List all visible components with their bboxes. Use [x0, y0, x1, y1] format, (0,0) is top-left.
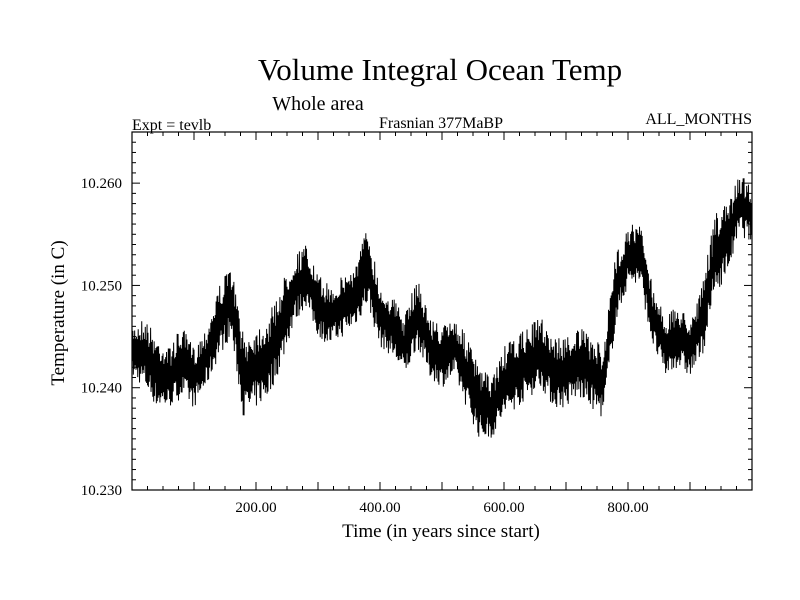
y-tick-label: 10.230 — [81, 483, 122, 499]
x-tick-label: 800.00 — [607, 500, 648, 516]
series-line-0 — [131, 178, 753, 438]
y-tick-label: 10.250 — [81, 278, 122, 294]
x-tick-label: 400.00 — [359, 500, 400, 516]
x-tick-label: 200.00 — [235, 500, 276, 516]
y-tick-label: 10.240 — [81, 381, 122, 397]
experiment-label: Expt = tevlb — [132, 117, 211, 134]
x-tick-label: 600.00 — [483, 500, 524, 516]
x-axis-label: Time (in years since start) — [342, 521, 540, 542]
months-label: ALL_MONTHS — [645, 111, 752, 128]
period-label: Frasnian 377MaBP — [379, 115, 503, 132]
y-axis-label: Temperature (in C) — [48, 240, 69, 385]
chart-title: Volume Integral Ocean Temp — [258, 52, 622, 87]
chart-subtitle: Whole area — [272, 93, 364, 115]
plot-area — [131, 131, 753, 491]
y-tick-label: 10.260 — [81, 176, 122, 192]
axis-ticks: 10.230 10.240 10.250 10.260 200.00 400.00 600.… — [81, 131, 752, 516]
